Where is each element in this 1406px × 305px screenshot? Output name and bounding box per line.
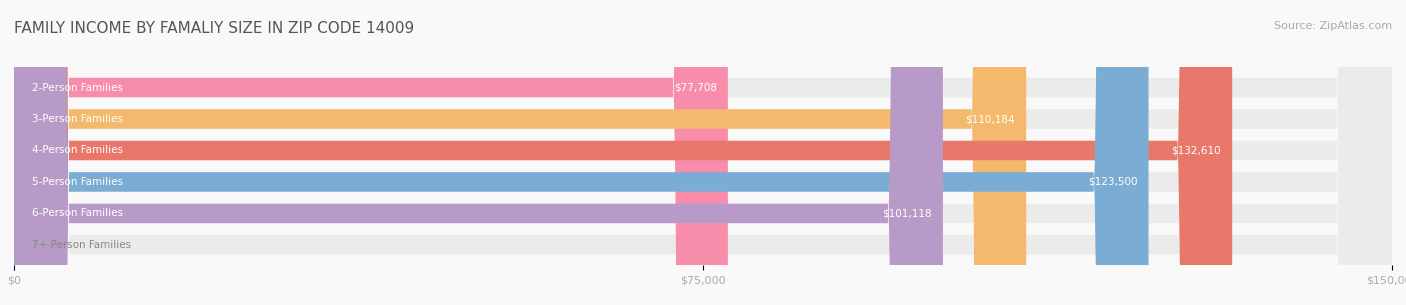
Text: 2-Person Families: 2-Person Families: [32, 83, 124, 92]
FancyBboxPatch shape: [14, 0, 1392, 305]
FancyBboxPatch shape: [14, 0, 1392, 305]
Text: $101,118: $101,118: [883, 208, 932, 218]
FancyBboxPatch shape: [14, 0, 1392, 305]
FancyBboxPatch shape: [14, 0, 1232, 305]
Text: 3-Person Families: 3-Person Families: [32, 114, 124, 124]
Text: Source: ZipAtlas.com: Source: ZipAtlas.com: [1274, 21, 1392, 31]
Text: 5-Person Families: 5-Person Families: [32, 177, 124, 187]
Text: $123,500: $123,500: [1088, 177, 1137, 187]
Text: 4-Person Families: 4-Person Families: [32, 145, 124, 156]
FancyBboxPatch shape: [14, 0, 943, 305]
FancyBboxPatch shape: [14, 0, 1392, 305]
FancyBboxPatch shape: [14, 0, 1149, 305]
Text: $132,610: $132,610: [1171, 145, 1222, 156]
Text: FAMILY INCOME BY FAMALIY SIZE IN ZIP CODE 14009: FAMILY INCOME BY FAMALIY SIZE IN ZIP COD…: [14, 21, 415, 36]
Text: $110,184: $110,184: [966, 114, 1015, 124]
FancyBboxPatch shape: [14, 0, 728, 305]
FancyBboxPatch shape: [14, 0, 1026, 305]
FancyBboxPatch shape: [14, 0, 1392, 305]
Text: $0: $0: [32, 240, 45, 250]
Text: $77,708: $77,708: [673, 83, 717, 92]
FancyBboxPatch shape: [14, 0, 1392, 305]
Text: 6-Person Families: 6-Person Families: [32, 208, 124, 218]
Text: 7+ Person Families: 7+ Person Families: [32, 240, 132, 250]
